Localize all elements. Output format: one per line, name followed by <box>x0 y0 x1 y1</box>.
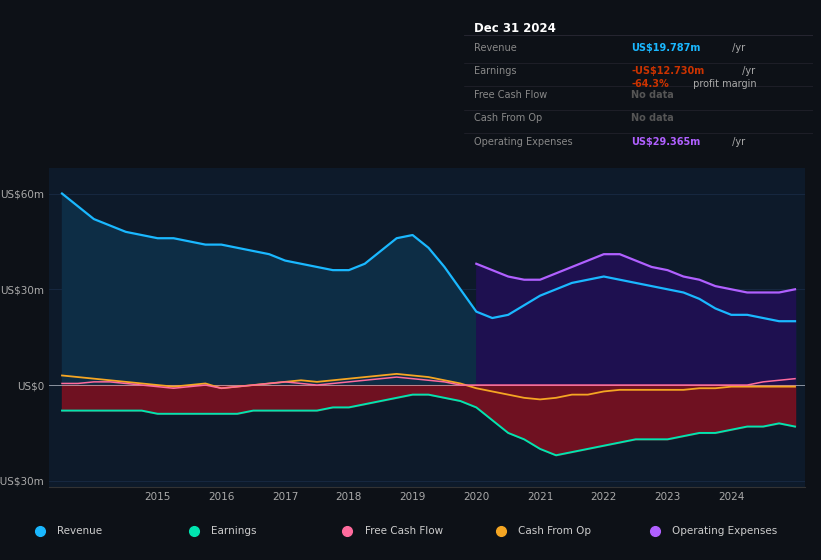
Text: No data: No data <box>631 113 674 123</box>
Text: Operating Expenses: Operating Expenses <box>672 526 777 535</box>
Text: Earnings: Earnings <box>211 526 257 535</box>
Text: /yr: /yr <box>729 43 745 53</box>
Text: Free Cash Flow: Free Cash Flow <box>475 90 548 100</box>
Text: Earnings: Earnings <box>475 67 517 76</box>
Text: No data: No data <box>631 90 674 100</box>
Text: /yr: /yr <box>729 137 745 147</box>
Text: Free Cash Flow: Free Cash Flow <box>365 526 443 535</box>
Text: -64.3%: -64.3% <box>631 80 669 89</box>
Text: US$19.787m: US$19.787m <box>631 43 701 53</box>
Text: profit margin: profit margin <box>690 80 757 89</box>
Text: Dec 31 2024: Dec 31 2024 <box>475 22 556 35</box>
Text: /yr: /yr <box>739 67 755 76</box>
Text: Operating Expenses: Operating Expenses <box>475 137 573 147</box>
Text: Cash From Op: Cash From Op <box>475 113 543 123</box>
Text: Cash From Op: Cash From Op <box>519 526 591 535</box>
Text: Revenue: Revenue <box>57 526 103 535</box>
Text: US$29.365m: US$29.365m <box>631 137 700 147</box>
Text: Revenue: Revenue <box>475 43 517 53</box>
Text: -US$12.730m: -US$12.730m <box>631 67 704 76</box>
